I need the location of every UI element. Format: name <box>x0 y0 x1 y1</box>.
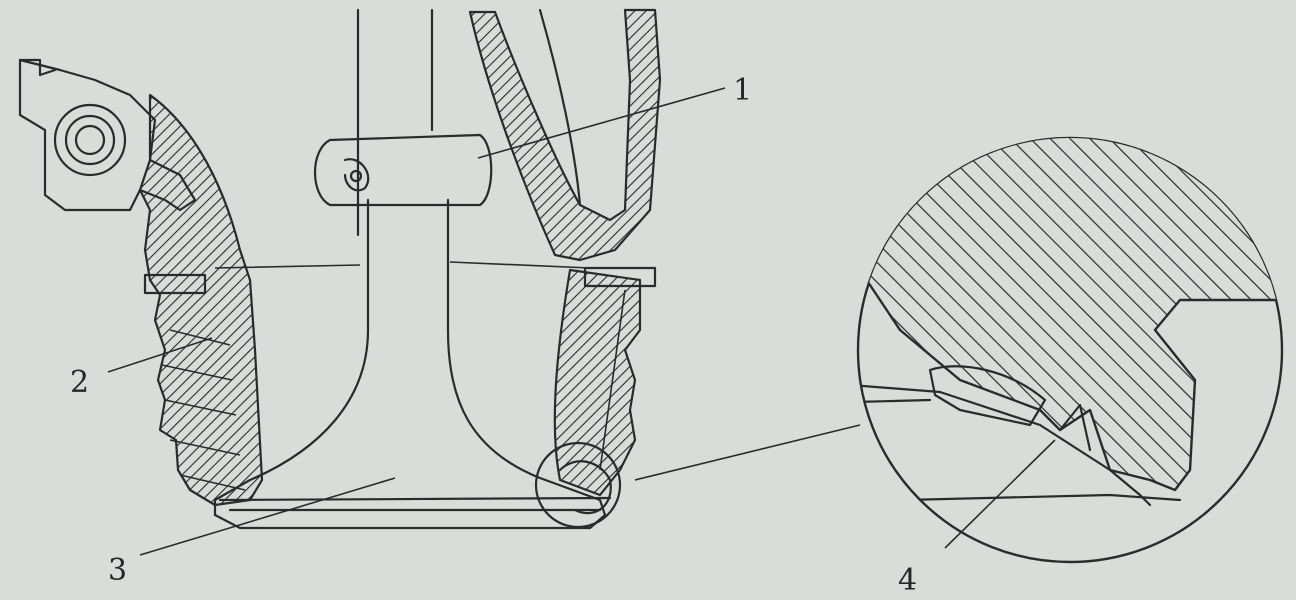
rocker-pivot-outer-icon <box>53 103 127 177</box>
magnified-seat-detail <box>856 136 1284 564</box>
callout-4: 4 <box>898 563 917 598</box>
rocker-arm-tab <box>18 58 57 77</box>
rocker-arm <box>18 58 197 212</box>
valve-face-line <box>218 496 612 502</box>
valve-stem <box>356 8 434 237</box>
detail-insert-lower <box>928 365 1047 427</box>
valve-cap-block <box>313 133 493 207</box>
leader-line-2 <box>107 337 213 373</box>
callout-1: 1 <box>733 73 752 108</box>
cap-pin-icon <box>349 169 363 183</box>
detail-seat-taper <box>1058 403 1092 452</box>
seat-insert-small <box>558 460 612 515</box>
rocker-pivot-ring-icon <box>64 114 116 166</box>
head-deck-line <box>214 261 591 269</box>
spring-retainer-right <box>583 266 657 288</box>
leader-line-1 <box>477 87 726 159</box>
port-wall-right <box>468 8 662 262</box>
callout-3: 3 <box>108 553 127 588</box>
detail-bottom-line <box>903 493 1182 502</box>
callout-2: 2 <box>70 365 89 400</box>
cylinder-head-left <box>138 93 264 507</box>
port-inner-line <box>538 8 582 207</box>
cylinder-head-right <box>553 268 642 497</box>
spring-retainer-left <box>143 273 207 295</box>
leader-line-4 <box>944 439 1056 549</box>
valve-head <box>213 198 607 530</box>
detail-leader-line <box>634 424 861 481</box>
detail-valve-face-2 <box>858 398 932 404</box>
spring-rod-right <box>599 289 626 471</box>
leader-line-3 <box>139 477 396 556</box>
detail-head-body <box>858 138 1282 492</box>
rocker-pivot-hole-icon <box>74 124 106 156</box>
seat-detail-ring <box>534 441 622 529</box>
valve-spring-left <box>161 329 246 491</box>
cap-hole-icon <box>343 158 370 192</box>
